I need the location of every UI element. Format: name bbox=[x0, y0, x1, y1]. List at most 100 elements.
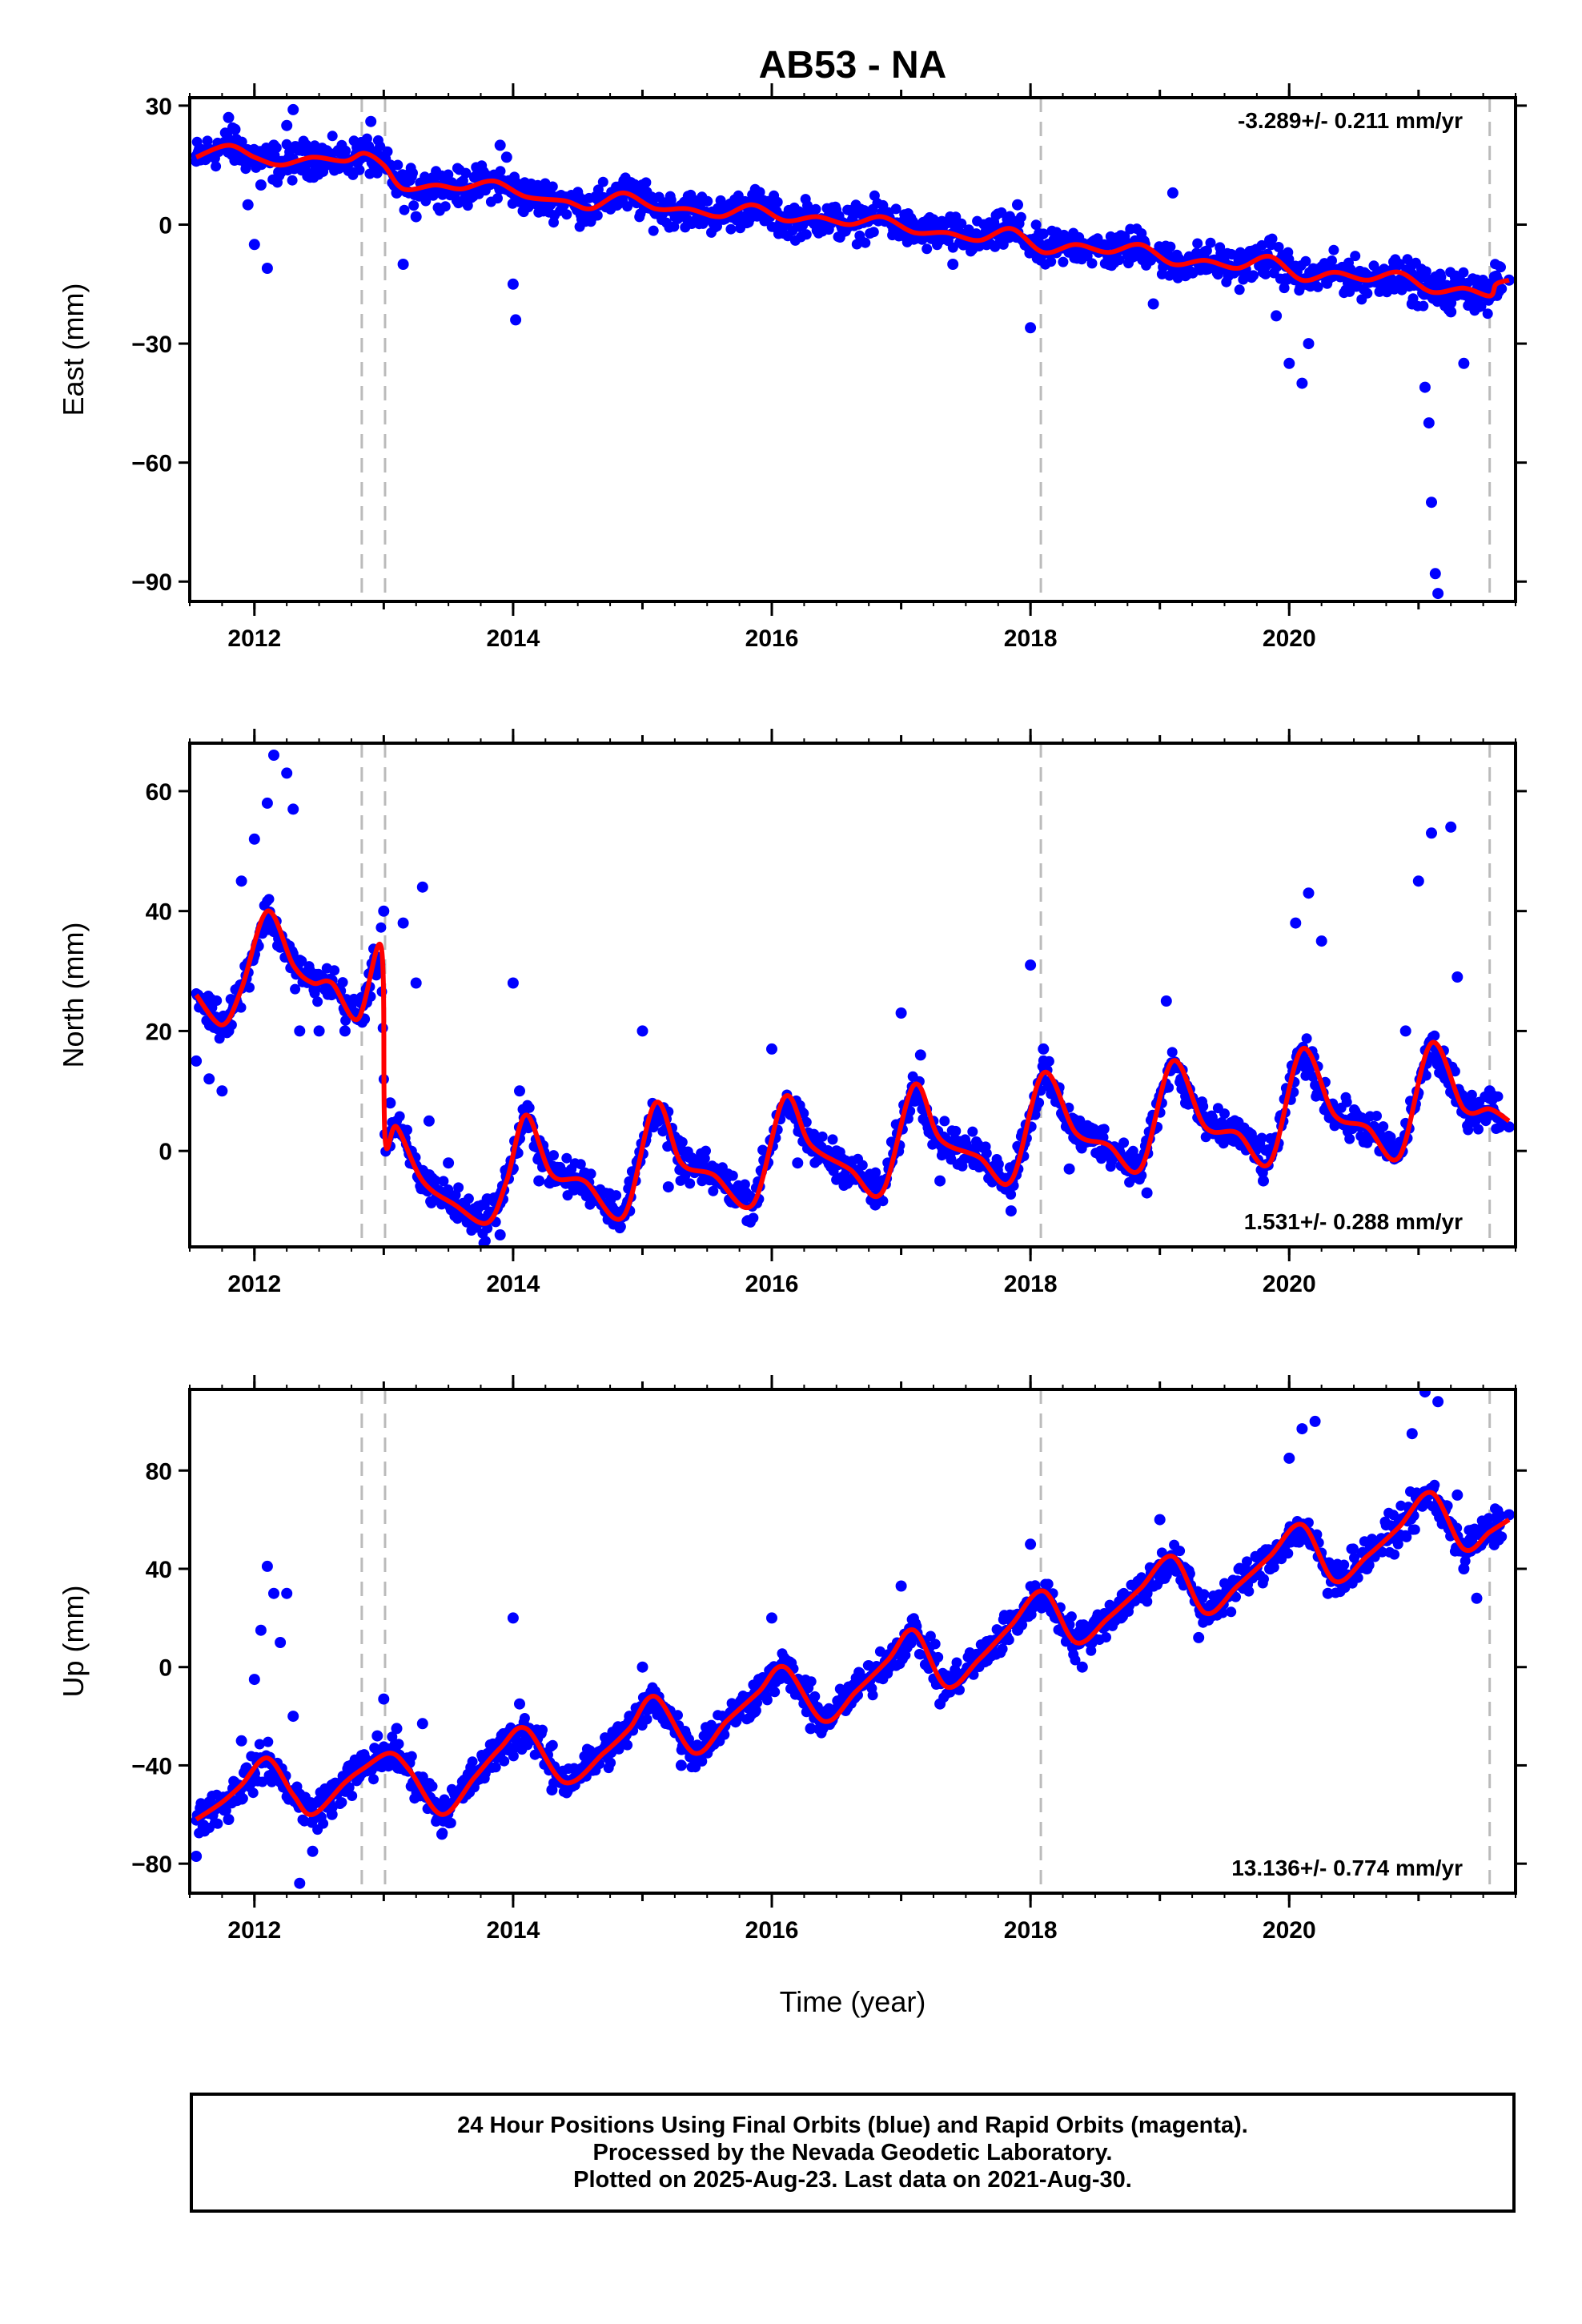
observation-point bbox=[347, 1791, 358, 1801]
observation-point bbox=[236, 136, 247, 147]
observation-point bbox=[1399, 1025, 1411, 1037]
observation-point bbox=[1463, 1124, 1474, 1136]
observation-point bbox=[510, 314, 522, 326]
observation-point bbox=[1006, 1189, 1017, 1200]
y-axis-title: Up (mm) bbox=[57, 1586, 90, 1698]
observation-point bbox=[416, 1718, 428, 1730]
observation-point bbox=[507, 278, 519, 290]
observation-point bbox=[1166, 187, 1178, 199]
observation-point bbox=[1050, 227, 1062, 239]
observation-point bbox=[753, 1674, 765, 1686]
observation-point bbox=[1271, 310, 1283, 322]
observation-point bbox=[495, 166, 506, 177]
observation-point bbox=[211, 995, 223, 1006]
observation-point bbox=[1038, 1043, 1050, 1055]
observation-point bbox=[1432, 1396, 1444, 1408]
observation-point bbox=[460, 167, 472, 179]
observation-point bbox=[547, 181, 558, 192]
observation-point bbox=[1063, 1163, 1075, 1175]
observation-point bbox=[1458, 267, 1469, 278]
observation-point bbox=[939, 1116, 950, 1127]
observation-point bbox=[519, 1713, 530, 1723]
observation-point bbox=[312, 996, 323, 1007]
observation-point bbox=[1154, 1514, 1166, 1526]
observation-point bbox=[1312, 281, 1323, 292]
observation-point bbox=[1471, 274, 1483, 286]
observation-point bbox=[229, 123, 241, 135]
observation-point bbox=[584, 1747, 596, 1759]
observation-point bbox=[263, 894, 275, 905]
observation-point bbox=[1066, 1611, 1077, 1622]
observation-anchors bbox=[191, 1389, 1515, 1889]
y-tick-label: 20 bbox=[146, 1019, 172, 1045]
observation-point bbox=[1248, 270, 1259, 281]
observation-point bbox=[384, 1097, 396, 1109]
plot-area bbox=[191, 750, 1515, 1247]
panel-up: 80 40 0 −40 −80 2012 2014 2016 2018 2020 Up (mm) 13… bbox=[57, 1375, 1527, 1944]
observation-point bbox=[951, 1657, 962, 1668]
observation-point bbox=[1005, 1205, 1017, 1217]
observation-point bbox=[1160, 995, 1172, 1007]
observation-point bbox=[268, 750, 279, 761]
y-tick-label: 40 bbox=[146, 1557, 172, 1583]
observation-point bbox=[287, 175, 298, 186]
observation-point bbox=[248, 833, 260, 845]
observation-point bbox=[462, 200, 473, 211]
x-tick-label: 2018 bbox=[1004, 625, 1058, 652]
observation-point bbox=[427, 1781, 438, 1792]
observation-point bbox=[375, 922, 387, 933]
observation-point bbox=[1371, 1111, 1382, 1121]
observation-point bbox=[494, 1229, 506, 1240]
observation-point bbox=[1174, 1546, 1186, 1557]
observation-point bbox=[406, 1751, 417, 1762]
observation-point bbox=[394, 1111, 405, 1122]
observation-point bbox=[1025, 959, 1037, 971]
observation-point bbox=[1503, 1509, 1515, 1521]
observation-point bbox=[754, 187, 765, 198]
observation-point bbox=[1419, 1389, 1431, 1398]
observation-point bbox=[685, 1178, 696, 1189]
observation-point bbox=[860, 237, 871, 248]
observation-point bbox=[669, 221, 680, 232]
observation-point bbox=[1015, 211, 1026, 223]
observation-point bbox=[382, 146, 393, 157]
footer-box: 24 Hour Positions Using Final Orbits (bl… bbox=[190, 2093, 1516, 2213]
observation-point bbox=[981, 1148, 992, 1159]
observation-point bbox=[1086, 1645, 1097, 1656]
observation-point bbox=[290, 983, 301, 995]
observation-point bbox=[1449, 1066, 1460, 1077]
observation-point bbox=[1217, 1607, 1228, 1618]
observation-point bbox=[1264, 1563, 1275, 1574]
observation-point bbox=[1426, 827, 1437, 839]
observation-point bbox=[202, 135, 213, 147]
observation-point bbox=[1426, 497, 1437, 509]
observation-point bbox=[261, 797, 273, 809]
observation-point bbox=[870, 1167, 881, 1178]
observation-point bbox=[1231, 1591, 1241, 1602]
observation-point bbox=[1328, 244, 1339, 255]
observation-point bbox=[397, 259, 409, 270]
panels-group: 30 0 −30 −60 −90 2012 2014 2016 2018 2020 East (mm… bbox=[57, 83, 1527, 1944]
observation-point bbox=[500, 151, 512, 163]
observation-point bbox=[1412, 875, 1424, 887]
observation-point bbox=[327, 131, 338, 142]
observation-point bbox=[1458, 357, 1470, 369]
x-tick-label: 2016 bbox=[745, 1917, 799, 1944]
rate-label: 13.136+/- 0.774 mm/yr bbox=[1231, 1856, 1463, 1880]
observation-anchors bbox=[191, 103, 1515, 600]
panel-frame bbox=[188, 96, 1517, 603]
observation-point bbox=[1058, 256, 1069, 267]
footer-line-3: Plotted on 2025-Aug-23. Last data on 202… bbox=[573, 2167, 1132, 2193]
observation-point bbox=[636, 179, 648, 191]
observation-point bbox=[364, 168, 375, 179]
x-tick-label: 2020 bbox=[1263, 1271, 1316, 1297]
observation-point bbox=[805, 1676, 817, 1687]
observation-point bbox=[748, 1212, 759, 1224]
observation-point bbox=[993, 1159, 1004, 1170]
observation-point bbox=[1156, 1547, 1167, 1558]
observation-point bbox=[1166, 1047, 1178, 1058]
observation-point bbox=[1452, 971, 1464, 983]
observation-point bbox=[1283, 1452, 1295, 1464]
observation-point bbox=[1070, 1655, 1081, 1666]
observation-point bbox=[410, 977, 422, 989]
